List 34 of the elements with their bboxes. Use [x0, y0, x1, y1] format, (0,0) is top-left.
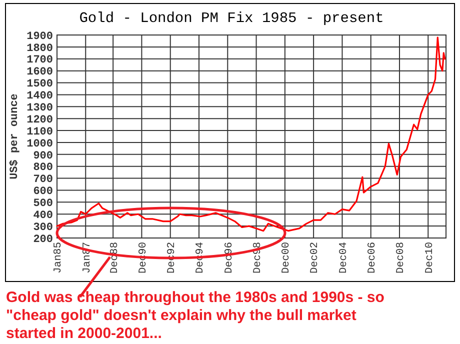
y-tick-label: 600 [33, 186, 53, 198]
x-tick-label: Dec02 [309, 242, 322, 274]
y-tick-label: 500 [33, 198, 53, 210]
x-tick-label: Dec92 [166, 242, 178, 274]
y-tick-label: 1000 [26, 138, 53, 150]
x-tick-label: Dec90 [137, 242, 150, 274]
x-tick-label: Dec06 [366, 242, 379, 274]
y-tick-label: 300 [33, 222, 53, 234]
y-tick-label: 200 [33, 234, 53, 246]
y-tick-label: 1600 [26, 66, 53, 79]
y-tick-label: 1200 [26, 114, 53, 126]
x-tick-label: Dec00 [280, 242, 293, 274]
y-tick-label: 800 [33, 162, 53, 174]
line-series [56, 36, 446, 232]
y-tick-label: 1500 [26, 78, 53, 91]
x-tick-label: Dec94 [194, 242, 207, 274]
y-tick-label: 700 [33, 174, 53, 186]
y-tick-label: 1800 [26, 42, 53, 55]
x-tick-label: Jan85 [52, 242, 65, 274]
text: Gold was cheap throughout the 1980s and 1990s - so "cheap gold" doesn't explain why the bull market started in 2000-2001... [6, 289, 384, 342]
y-tick-label: 400 [33, 210, 53, 222]
y-tick-label: 1100 [26, 126, 53, 138]
x-tick-label: Dec04 [338, 242, 350, 274]
x-tick-label: Dec10 [424, 242, 436, 274]
y-tick-label: 900 [33, 150, 53, 162]
y-axis-title: US$ per ounce [8, 93, 21, 180]
y-tick-label: 1300 [26, 102, 53, 114]
x-tick-label: Dec08 [395, 242, 408, 274]
y-tick-label: 1400 [26, 90, 53, 103]
chart-title: Gold - London PM Fix 1985 - present [79, 11, 384, 27]
x-tick-label: Dec96 [223, 242, 236, 274]
x-tick-label: Dec88 [108, 242, 121, 274]
y-tick-label: 1900 [26, 30, 53, 43]
y-tick-label: 1700 [26, 54, 53, 67]
